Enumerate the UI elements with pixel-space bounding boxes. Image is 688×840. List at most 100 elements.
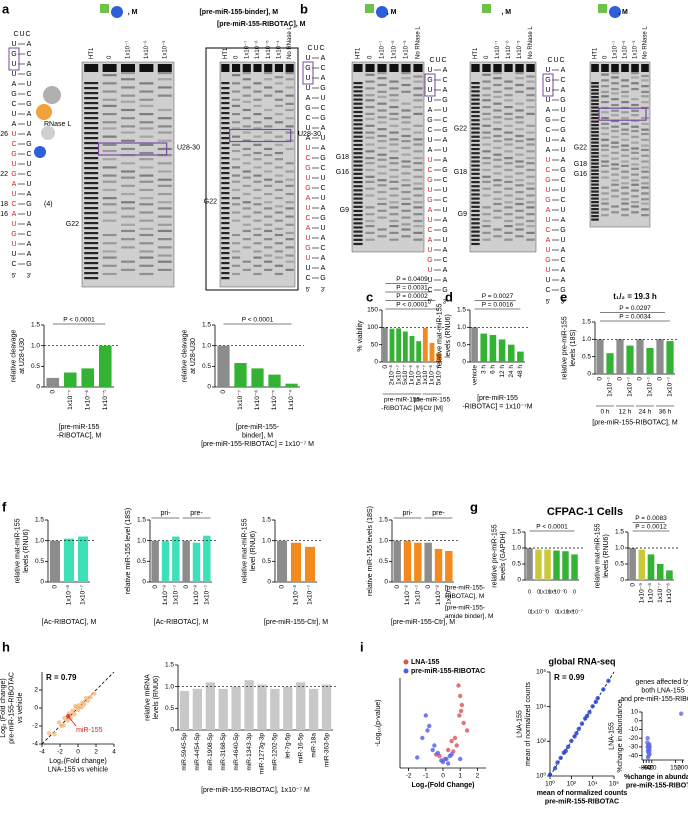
gel-band: [274, 158, 283, 161]
gel-band: [471, 123, 480, 126]
gel-band: [401, 172, 411, 175]
highlight-box: [229, 128, 292, 143]
gel-band: [264, 139, 273, 142]
gel-band: [274, 180, 283, 183]
gel-band: [471, 172, 480, 175]
x-tick-label: 5x10⁻⁶: [415, 365, 422, 386]
gel-band: [84, 242, 99, 245]
gel-band: [232, 158, 241, 161]
y-tick-label: 0.5: [379, 558, 388, 565]
residue-mark: (4): [44, 201, 53, 208]
gel-band: [504, 225, 513, 228]
bar: [489, 334, 497, 362]
gel-band: [413, 168, 423, 172]
bar: [544, 549, 551, 580]
base: C: [26, 51, 31, 58]
bar: [445, 551, 453, 582]
base: C: [11, 201, 16, 208]
icon-ribotac: [100, 4, 621, 18]
bar: [63, 538, 75, 582]
gel-band: [253, 151, 262, 155]
base: A: [306, 135, 311, 142]
gel-band: [504, 117, 513, 121]
gel-band: [353, 152, 363, 155]
gel-band: [413, 143, 423, 146]
bar: [268, 374, 281, 387]
gel-band: [353, 168, 363, 171]
gel-band: [139, 90, 154, 93]
gel-band: [84, 137, 99, 140]
x-tick-label: 1x10⁻⁸: [66, 585, 73, 606]
base: C: [545, 287, 550, 294]
gel-band: [221, 92, 230, 95]
point: [606, 678, 611, 684]
base: C: [442, 117, 447, 124]
gel-band: [591, 194, 599, 197]
gel-band: [526, 225, 535, 228]
gel-band: [157, 108, 172, 112]
gel-band: [121, 117, 135, 120]
x-tick-label: 6 h: [490, 365, 497, 374]
bar: [436, 353, 442, 362]
base: G: [442, 227, 447, 234]
gel-band: [631, 87, 639, 91]
gel-band: [631, 201, 639, 204]
base: U: [305, 145, 310, 152]
base: G: [26, 71, 31, 78]
gel-band: [264, 192, 273, 196]
y-tick-label: 0: [374, 359, 378, 366]
gel-band: [504, 157, 513, 160]
gel-band: [365, 136, 375, 139]
point: [456, 683, 461, 688]
gel-band: [493, 146, 502, 149]
gel-band: [377, 228, 387, 231]
y-axis-label: levels (RNU6): [153, 676, 160, 720]
gel-band: [591, 152, 599, 155]
gel-band: [515, 172, 524, 175]
base: C: [560, 77, 565, 84]
rnase-blob: [43, 86, 61, 104]
point: [56, 720, 62, 725]
gel-band: [401, 235, 411, 238]
gel-band: [377, 109, 387, 112]
gel-band: [471, 164, 480, 167]
leader: [67, 715, 77, 727]
panel-letter: c: [366, 289, 373, 304]
gel-band: [221, 262, 230, 265]
gel-lane-top: [591, 64, 599, 72]
gel-band: [221, 252, 230, 255]
gel-band: [526, 99, 535, 102]
gel-band: [139, 188, 154, 192]
x-tick-label: 1x10⁻⁶: [429, 365, 436, 386]
base: G: [560, 97, 565, 104]
gel-band: [401, 102, 411, 105]
gel-band: [526, 187, 535, 190]
bar: [498, 339, 506, 362]
gel-band: [526, 150, 535, 153]
x-tick-label: -20: [647, 765, 657, 772]
gel-band: [611, 76, 619, 79]
lane-label: 0: [107, 55, 113, 59]
strand-end: 3': [443, 300, 447, 306]
gel-band: [274, 151, 283, 155]
gel-band: [504, 180, 513, 183]
gel-band: [221, 122, 230, 125]
gel-band: [641, 122, 649, 125]
base: G: [26, 261, 31, 268]
gel-band: [274, 121, 283, 124]
gel-band: [84, 212, 99, 215]
gel-band: [102, 113, 117, 116]
gel-band: [84, 187, 99, 190]
base: A: [12, 181, 17, 188]
condition-cell: 0: [573, 589, 576, 595]
bar: [217, 345, 230, 387]
gel-band: [253, 113, 262, 116]
gel-band: [611, 211, 619, 214]
gel-band: [232, 203, 241, 206]
gel-band: [413, 231, 423, 234]
y-tick-label: -30: [629, 744, 639, 751]
gel-band: [353, 176, 363, 180]
gel-band: [611, 114, 619, 117]
gel-band: [601, 138, 609, 141]
point: [555, 760, 560, 765]
